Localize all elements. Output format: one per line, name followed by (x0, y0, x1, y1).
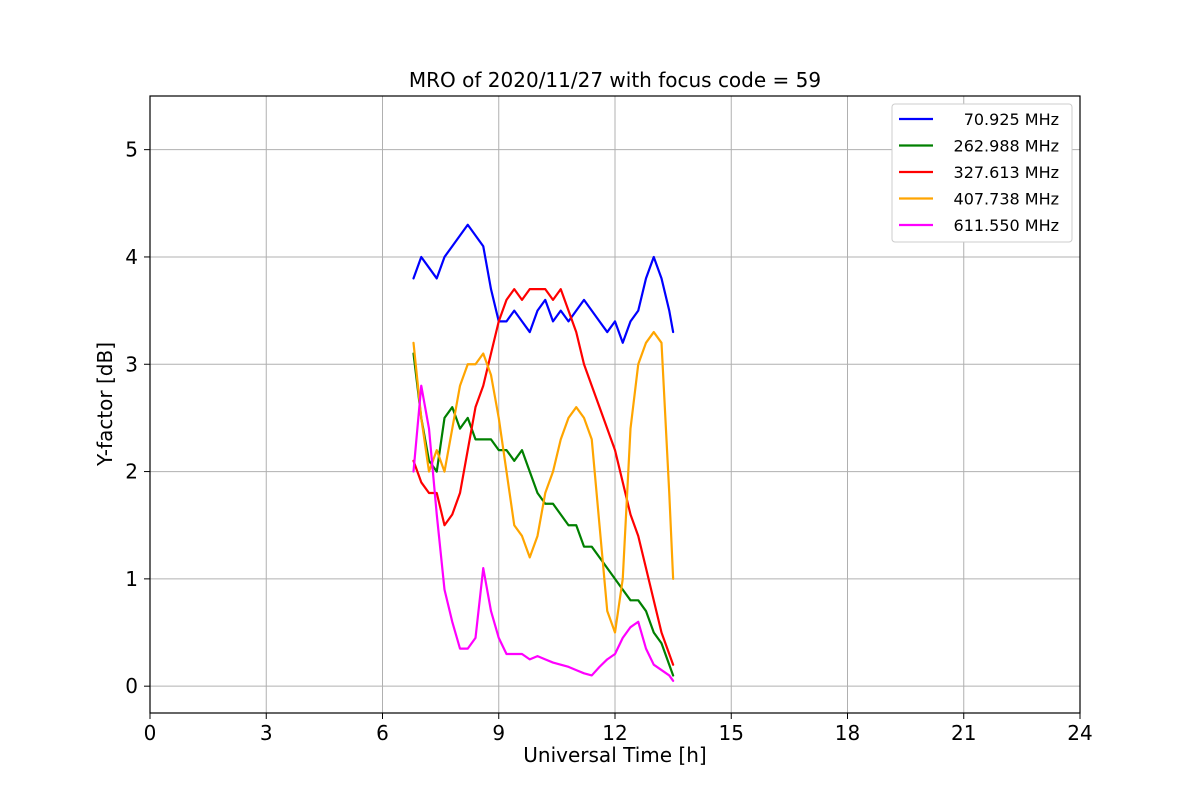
legend-label-3: 407.738 MHz (954, 190, 1059, 209)
series-line-4 (412, 384, 675, 682)
y-tick-label: 4 (125, 245, 138, 269)
y-tick-label: 1 (125, 567, 138, 591)
series-line-1 (412, 352, 675, 677)
series-layer (412, 223, 675, 682)
legend-label-4: 611.550 MHz (954, 216, 1059, 235)
x-tick-label: 6 (376, 721, 389, 745)
legend-label-2: 327.613 MHz (954, 163, 1059, 182)
x-tick-label: 12 (602, 721, 627, 745)
y-tick-label: 3 (125, 352, 138, 376)
y-tick-label: 2 (125, 460, 138, 484)
x-tick-label: 24 (1067, 721, 1092, 745)
x-tick-label: 18 (835, 721, 860, 745)
legend-label-0: 70.925 MHz (964, 110, 1059, 129)
x-tick-label: 21 (951, 721, 976, 745)
y-tick-label: 0 (125, 674, 138, 698)
y-axis-label: Y-factor [dB] (93, 342, 117, 467)
legend-label-1: 262.988 MHz (954, 137, 1059, 156)
series-line-0 (412, 223, 675, 344)
y-tick-label: 5 (125, 138, 138, 162)
x-tick-label: 15 (719, 721, 744, 745)
legend: 70.925 MHz 262.988 MHz 327.613 MHz 407.738 … (891, 103, 1073, 243)
series-line-2 (412, 288, 675, 666)
x-tick-label: 3 (260, 721, 273, 745)
x-tick-label: 9 (492, 721, 505, 745)
x-tick-label: 0 (144, 721, 157, 745)
x-axis-label: Universal Time [h] (523, 743, 706, 767)
legend-box (891, 103, 1073, 243)
series-line-3 (412, 330, 675, 634)
chart-title: MRO of 2020/11/27 with focus code = 59 (409, 68, 821, 92)
legend-items: 70.925 MHz 262.988 MHz 327.613 MHz 407.738 … (899, 110, 1059, 235)
